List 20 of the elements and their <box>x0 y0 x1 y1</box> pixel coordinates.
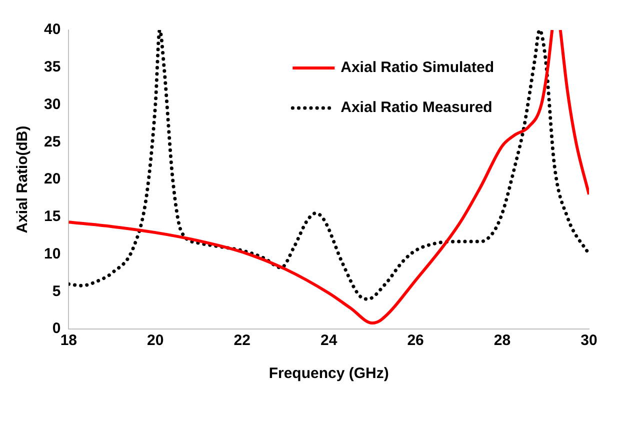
x-tick-label: 18 <box>60 332 78 350</box>
x-tick-label: 20 <box>147 332 164 350</box>
y-tick-label: 40 <box>44 21 61 38</box>
y-tick-label: 0 <box>52 320 61 338</box>
y-tick-label: 20 <box>44 170 61 188</box>
y-tick-label: 5 <box>52 282 61 300</box>
y-tick-label: 25 <box>44 133 61 150</box>
legend-label: Axial Ratio Simulated <box>340 59 494 76</box>
legend-label: Axial Ratio Measured <box>340 99 492 116</box>
y-tick-label: 15 <box>44 208 61 226</box>
x-tick-label: 26 <box>407 332 424 350</box>
x-tick-label: 22 <box>234 332 250 350</box>
y-tick-label: 35 <box>44 58 61 76</box>
x-tick-label: 24 <box>320 332 338 350</box>
x-tick-label: 28 <box>494 332 511 350</box>
y-axis-title: Axial Ratio(dB) <box>14 126 32 234</box>
x-axis-title: Frequency (GHz) <box>268 365 389 382</box>
y-tick-label: 30 <box>44 96 61 113</box>
x-tick-label: 30 <box>580 332 598 350</box>
y-tick-label: 10 <box>44 245 61 262</box>
